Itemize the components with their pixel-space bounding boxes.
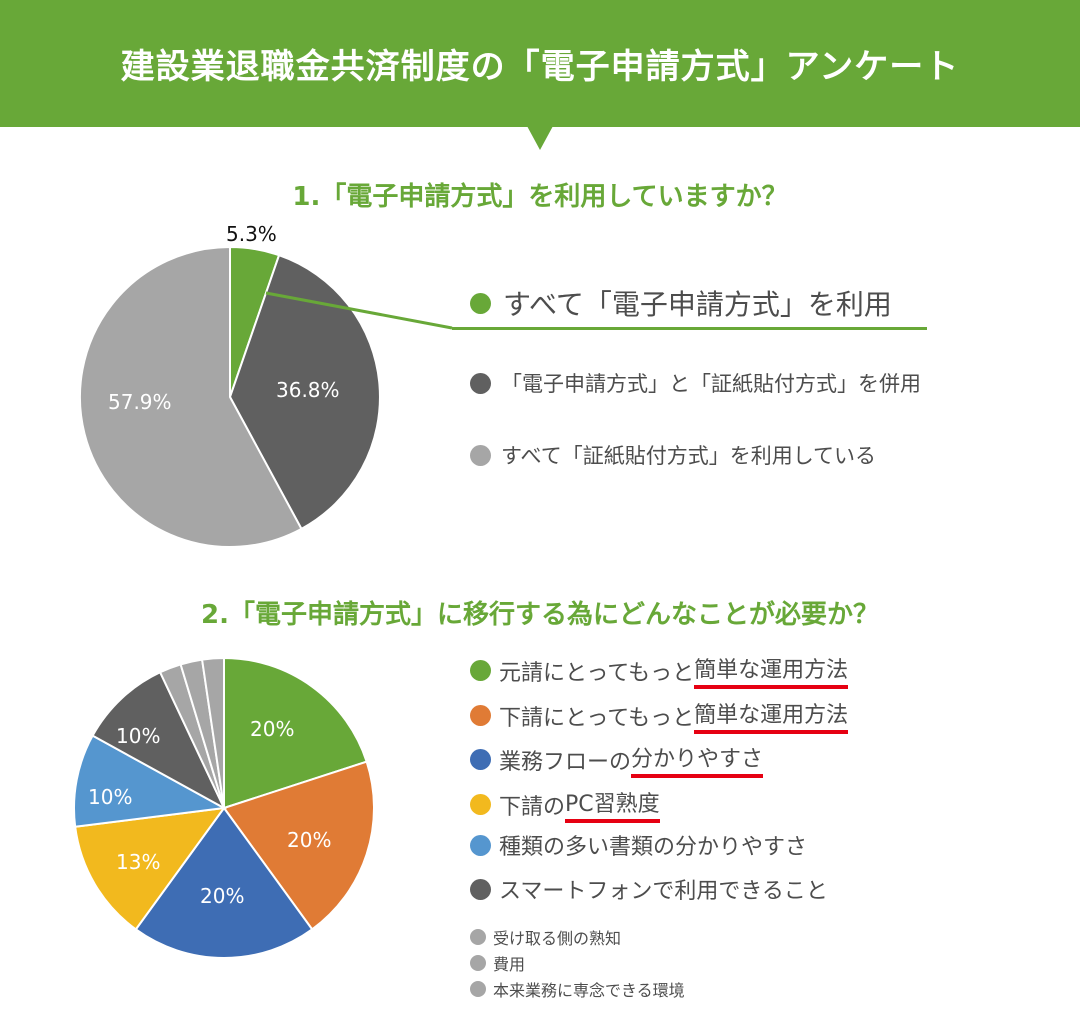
q2-legend-smartphone: スマートフォンで利用できること [470, 873, 828, 905]
q2-slice-prime-simple [223, 656, 368, 810]
q2-label-sub-simple: 20% [287, 828, 332, 852]
q2-slice-sub-simple [222, 760, 375, 931]
legend-label: すべて「電子申請方式」を利用 [503, 288, 892, 321]
q2-label-pc-skill: 13% [116, 850, 161, 874]
q2-legend-focus-environment: 本来業務に専念できる環境 [470, 977, 685, 1001]
q1-legend-combined: 「電子申請方式」と「証紙貼付方式」を併用 [470, 368, 921, 398]
orange-dot-icon [470, 705, 491, 726]
q1-highlight-underline [452, 327, 927, 330]
q2-slice-workflow [134, 806, 314, 959]
dark-gray-dot-icon [470, 878, 491, 900]
q2-title: 2.「電子申請方式」に移行する為にどんなことが必要か？ [201, 600, 879, 630]
legend-emphasis: PC習熟度 [565, 786, 660, 823]
q2-label-workflow: 20% [200, 884, 245, 908]
q2-pie-chart [73, 656, 375, 959]
q1-legend-all-electronic: すべて「電子申請方式」を利用 [470, 283, 892, 323]
page-title: 建設業退職金共済制度の「電子申請方式」アンケート [120, 47, 960, 87]
gray-dot-icon [470, 929, 486, 945]
legend-emphasis: 分かりやすさ [631, 741, 764, 778]
blue-dot-icon [470, 749, 491, 770]
legend-label: すべて「証紙貼付方式」を利用している [501, 444, 877, 468]
q2-label-documents: 10% [88, 785, 133, 809]
q2-slice-pc-skill [74, 806, 227, 931]
q1-slice-combined [228, 253, 381, 531]
q1-title: 1.「電子申請方式」を利用していますか？ [292, 182, 788, 212]
q1-legend-all-stamp: すべて「証紙貼付方式」を利用している [470, 440, 876, 470]
banner-pointer-arrow [527, 126, 553, 150]
q2-slice-documents [73, 734, 228, 828]
legend-emphasis: 簡単な運用方法 [694, 652, 849, 689]
legend-label: 業務フローの [499, 749, 632, 775]
legend-label: 受け取る側の熟知 [493, 929, 622, 948]
green-dot-icon [470, 292, 491, 314]
q2-slice-focus-environment [200, 656, 225, 809]
q1-label-all-electronic: 5.3% [226, 222, 277, 246]
gray-dot-icon [470, 955, 486, 971]
q2-legend-workflow: 業務フローの 分かりやすさ [470, 741, 764, 778]
gray-dot-icon [470, 981, 486, 997]
light-blue-dot-icon [470, 834, 491, 856]
yellow-dot-icon [470, 794, 491, 815]
light-gray-dot-icon [470, 444, 491, 466]
q2-legend-prime-simple: 元請にとってもっと 簡単な運用方法 [470, 652, 849, 689]
q2-legend-pc-skill: 下請の PC習熟度 [470, 786, 660, 823]
q1-callout-connector [265, 291, 453, 330]
q1-label-combined: 36.8% [276, 378, 340, 402]
legend-label: 本来業務に専念できる環境 [493, 981, 685, 1000]
q1-pie-chart [78, 245, 453, 548]
q2-legend-cost: 費用 [470, 951, 525, 975]
header-banner [0, 0, 1080, 127]
green-dot-icon [470, 660, 491, 681]
legend-label: 種類の多い書類の分かりやすさ [499, 835, 808, 860]
q2-slice-smartphone [91, 670, 227, 811]
legend-label: 「電子申請方式」と「証紙貼付方式」を併用 [501, 372, 921, 396]
legend-label: 元請にとってもっと [499, 660, 695, 686]
legend-label: 費用 [493, 955, 526, 974]
legend-label: 下請の [499, 794, 566, 820]
dark-gray-dot-icon [470, 372, 491, 394]
legend-label: 下請にとってもっと [499, 705, 695, 731]
legend-emphasis: 簡単な運用方法 [694, 697, 849, 734]
q2-legend-sub-simple: 下請にとってもっと 簡単な運用方法 [470, 697, 849, 734]
q2-legend-receiver-knowledge: 受け取る側の熟知 [470, 925, 621, 949]
q2-label-prime-simple: 20% [250, 717, 295, 741]
legend-label: スマートフォンで利用できること [499, 879, 828, 904]
q2-legend-documents: 種類の多い書類の分かりやすさ [470, 829, 807, 861]
q1-slice-all-stamp [78, 245, 303, 548]
q2-label-smartphone: 10% [116, 724, 161, 748]
q1-label-all-stamp: 57.9% [108, 390, 172, 414]
